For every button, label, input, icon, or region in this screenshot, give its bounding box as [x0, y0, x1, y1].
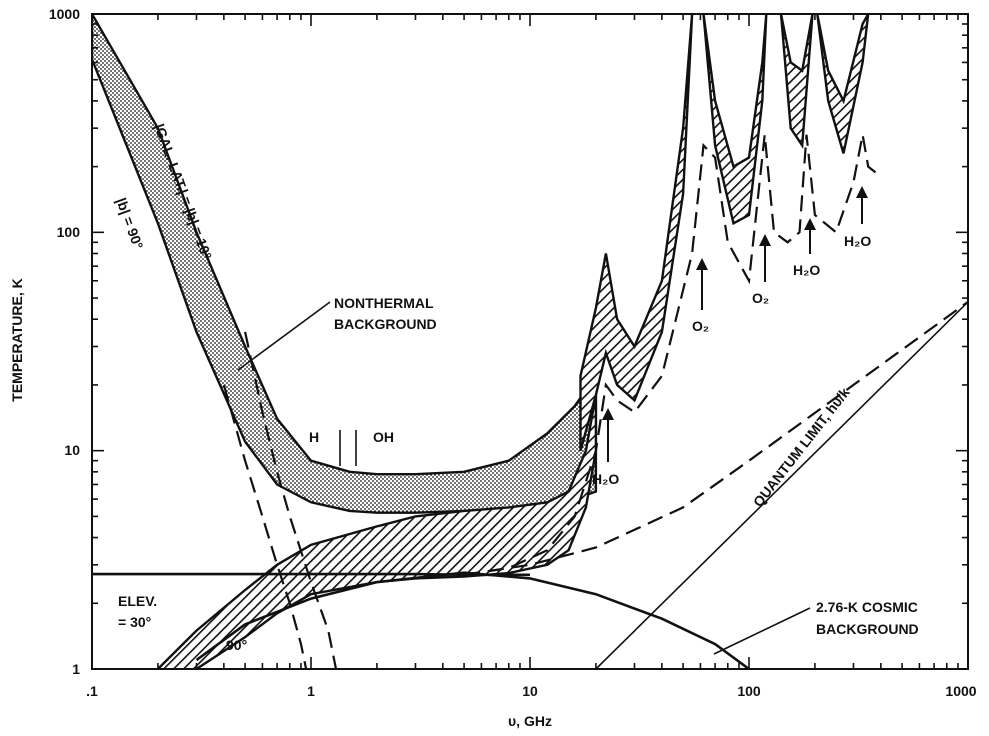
arrow-cosmic — [713, 607, 811, 655]
arrowhead-h2o-325ghz — [856, 186, 868, 198]
annotation-oh-line: OH — [373, 429, 394, 445]
band-hatched-4 — [779, 14, 814, 149]
annotation-elevation-angle: = 30° — [118, 614, 151, 630]
annotation-elevation: ELEV. — [118, 593, 157, 609]
y-axis-title: TEMPERATURE, K — [9, 278, 25, 401]
annotation-cosmic: 2.76-K COSMIC — [816, 599, 918, 615]
annotation-h-line: H — [309, 429, 319, 445]
annotation-b90: |b| = 90° — [113, 196, 146, 252]
annotation-90deg: 90° — [226, 637, 247, 653]
bands-layer — [92, 14, 870, 669]
annotation-o2-60ghz: O₂ — [692, 318, 709, 334]
y-tick-label: 10 — [64, 442, 80, 458]
band-hatched-5 — [816, 14, 870, 154]
arrow-nonthermal — [237, 301, 331, 371]
x-tick-label: 100 — [737, 683, 761, 699]
series-line-4 — [92, 572, 530, 577]
band-hatched-2 — [579, 14, 694, 452]
y-tick-labels: 1 10 100 1000 — [49, 6, 80, 677]
x-tick-label: 1000 — [945, 683, 976, 699]
arrowhead-o2-60ghz — [696, 258, 708, 270]
axis-ticks — [91, 14, 968, 670]
annotation-o2-118ghz: O₂ — [752, 290, 769, 306]
series-line-2 — [463, 134, 882, 576]
annotation-h2o-183ghz: H₂O — [793, 262, 820, 278]
series-layer — [92, 134, 968, 669]
series-line-6 — [595, 301, 968, 669]
annotation-arrows — [237, 186, 868, 655]
arrowhead-h2o-22ghz — [602, 408, 614, 420]
series-line-3 — [463, 301, 968, 576]
x-tick-labels: .1 1 10 100 1000 — [86, 683, 977, 699]
x-tick-label: 1 — [307, 683, 315, 699]
y-tick-label: 1 — [72, 661, 80, 677]
annotation-nonthermal: NONTHERMAL — [334, 295, 434, 311]
x-tick-label: .1 — [86, 683, 98, 699]
annotation-quantum-limit: QUANTUM LIMIT, hυ/k — [750, 384, 853, 510]
band-dotted-0 — [92, 14, 598, 514]
annotation-h2o-22ghz: H₂O — [592, 471, 619, 487]
band-hatched-3 — [702, 14, 768, 226]
arrowhead-h2o-183ghz — [804, 218, 816, 230]
y-tick-label: 100 — [57, 224, 81, 240]
annotation-cosmic-background: BACKGROUND — [816, 621, 919, 637]
x-axis-title: υ, GHz — [508, 713, 552, 729]
y-tick-label: 1000 — [49, 6, 80, 22]
annotation-h2o-325ghz: H₂O — [844, 233, 871, 249]
series-line-0 — [222, 384, 308, 669]
series-line-1 — [244, 331, 338, 669]
arrowhead-o2-118ghz — [759, 234, 771, 246]
series-line-5 — [195, 571, 750, 669]
annotation-background: BACKGROUND — [334, 316, 437, 332]
x-tick-label: 10 — [522, 683, 538, 699]
